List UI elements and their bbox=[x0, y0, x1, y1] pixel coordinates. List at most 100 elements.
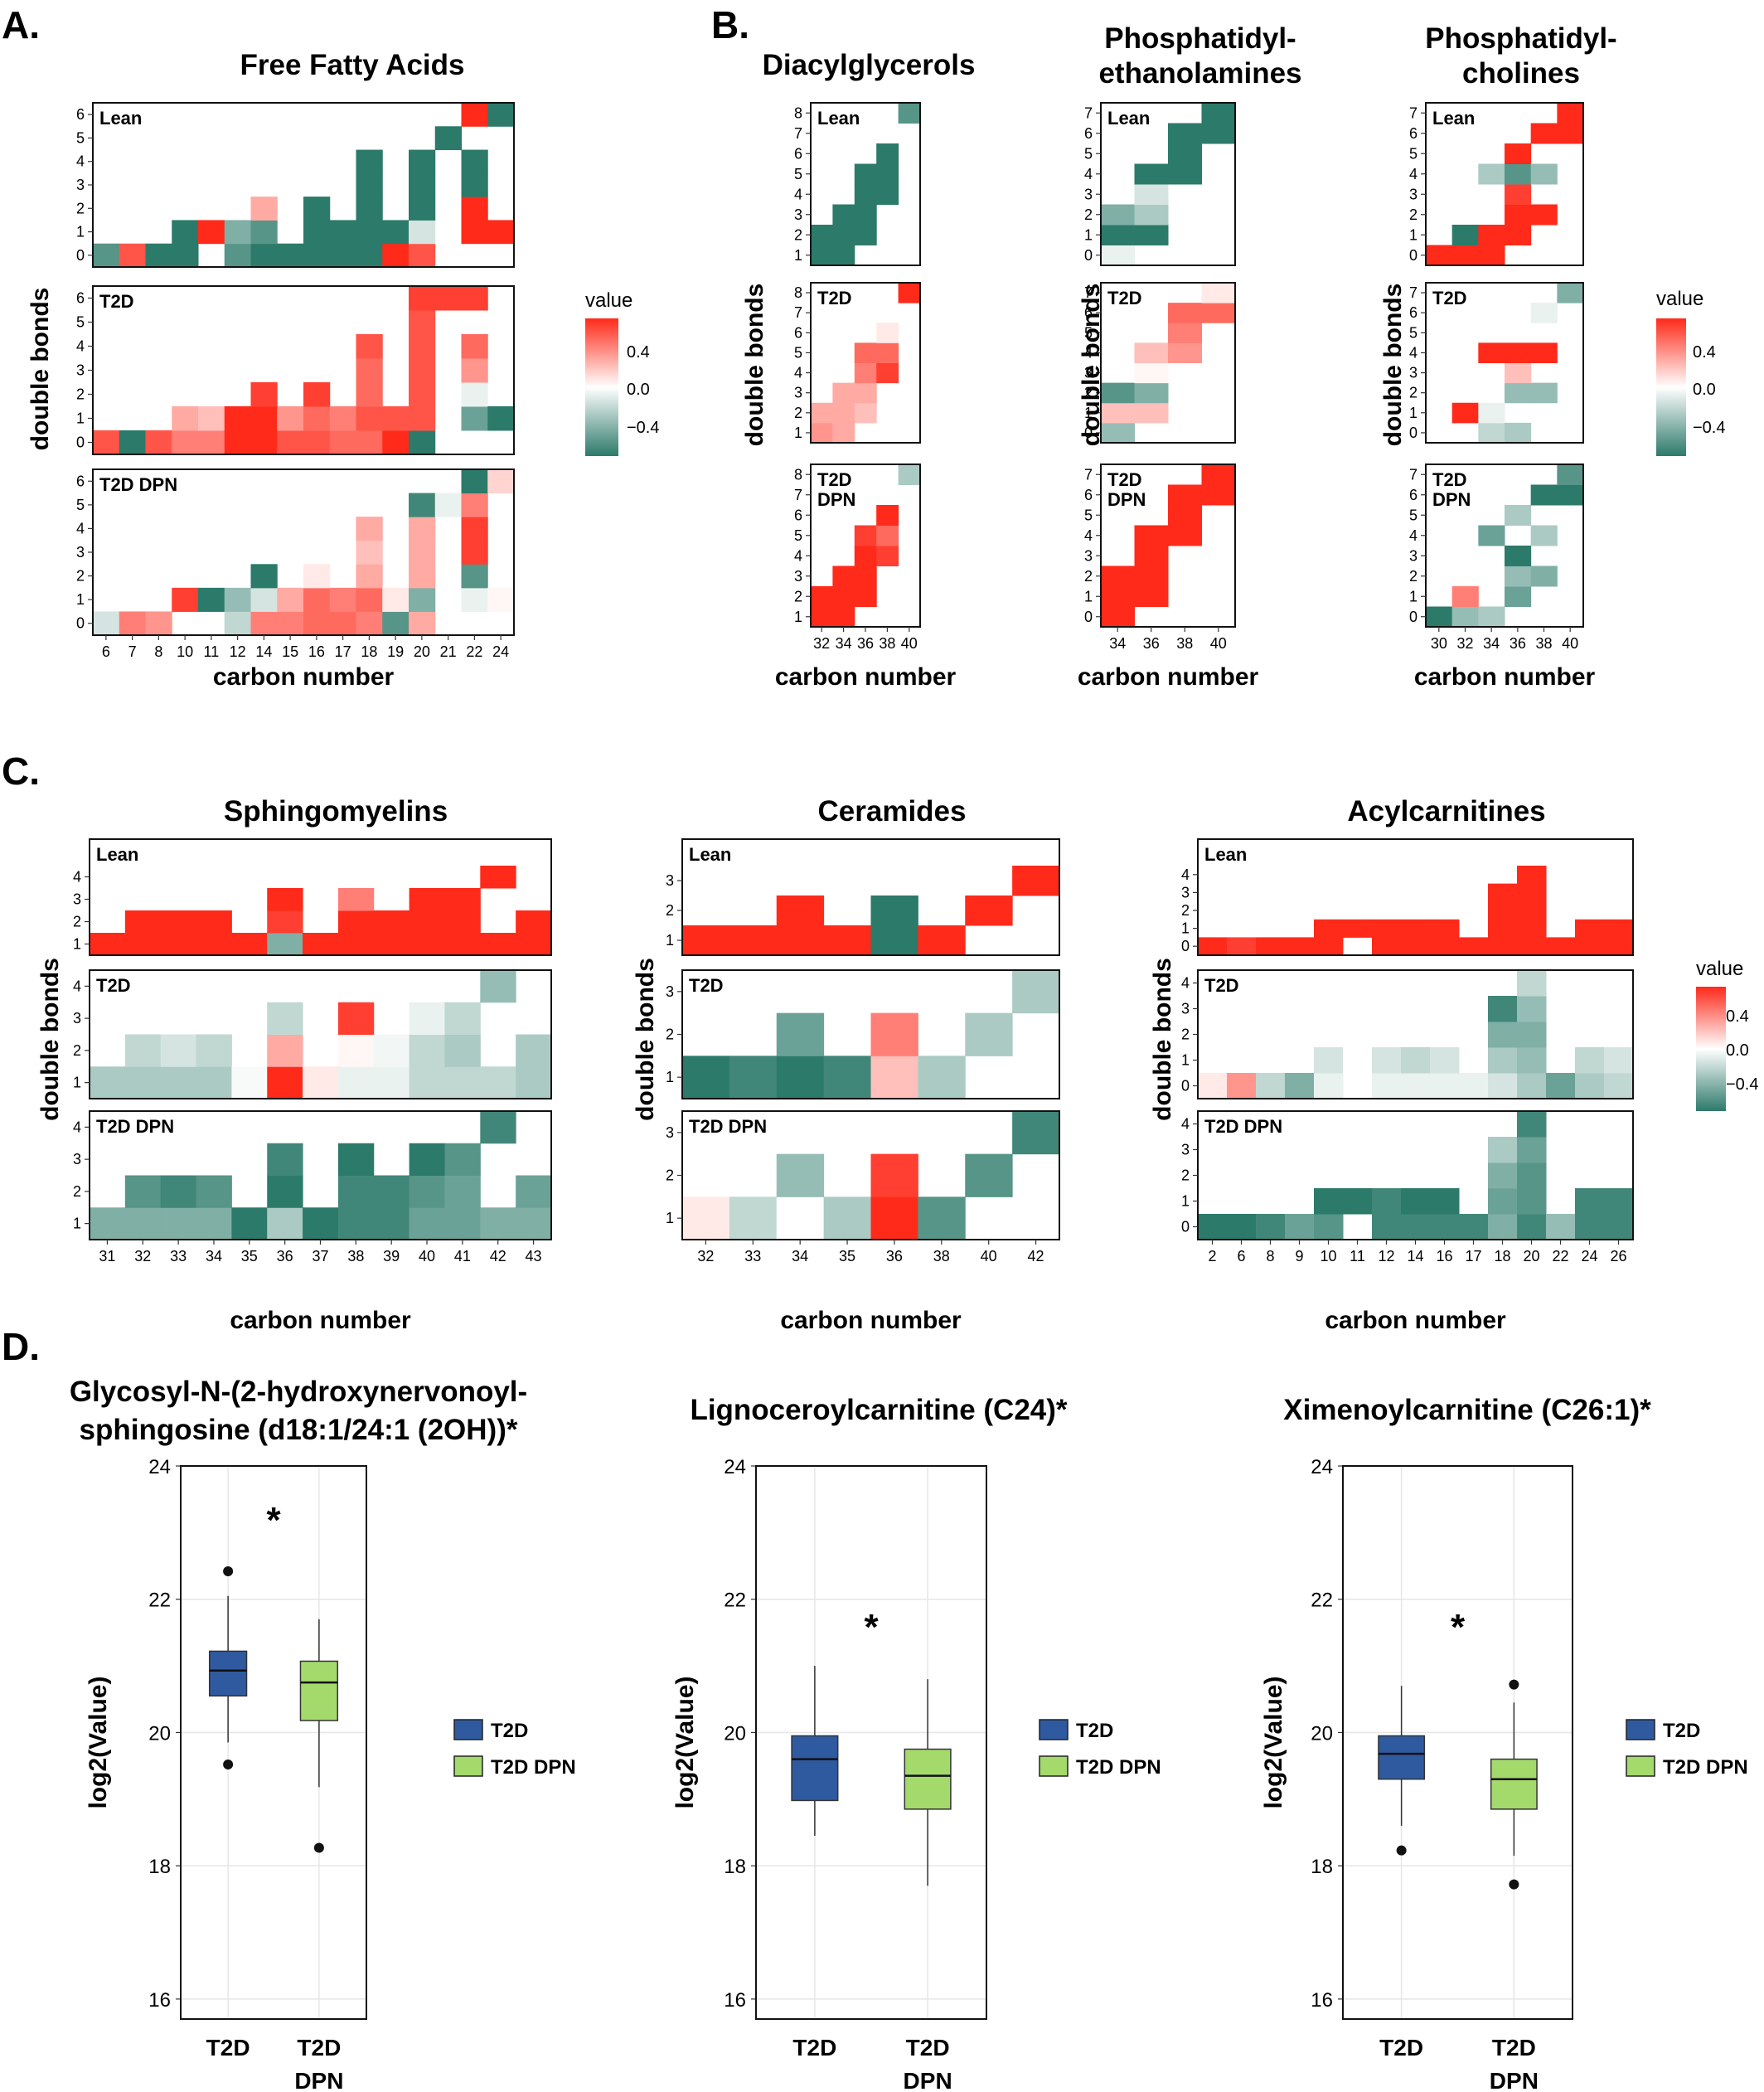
y-tick-label: 2 bbox=[76, 200, 85, 216]
heatmap-cell bbox=[356, 334, 383, 359]
heatmap-cell bbox=[356, 611, 383, 636]
y-tick-label: 4 bbox=[76, 520, 85, 536]
y-tick-label: 4 bbox=[1181, 1116, 1190, 1133]
heatmap-cell bbox=[382, 243, 410, 268]
y-tick-label: 3 bbox=[1084, 186, 1093, 202]
heatmap-cell bbox=[1227, 1214, 1257, 1240]
heatmap-cell bbox=[444, 1034, 481, 1067]
y-tick-label: 20 bbox=[148, 1722, 171, 1745]
x-tick-label: 33 bbox=[744, 1248, 761, 1264]
heatmap-cell bbox=[356, 382, 383, 407]
heatmap-cell bbox=[1168, 342, 1202, 363]
y-tick-label: 22 bbox=[148, 1590, 171, 1612]
heatmap-cell bbox=[1488, 937, 1518, 956]
heatmap-cell bbox=[1505, 342, 1532, 363]
heatmap-cell bbox=[854, 546, 877, 566]
heatmap-cell bbox=[870, 1012, 918, 1056]
y-tick-label: 3 bbox=[76, 544, 85, 561]
legend-label-t2d-dpn: T2D DPN bbox=[491, 1756, 576, 1779]
heatmap-cell bbox=[329, 243, 356, 268]
x-tick-label: 18 bbox=[361, 643, 377, 660]
heatmap-cell bbox=[461, 149, 488, 174]
y-tick-label: 5 bbox=[794, 344, 802, 361]
heatmap-cell bbox=[1101, 402, 1135, 424]
heatmap-cell bbox=[1478, 245, 1505, 266]
x-tick-label: 39 bbox=[383, 1248, 400, 1264]
strip-label: T2D DPN bbox=[1432, 469, 1471, 510]
heatmap-cell bbox=[1343, 1047, 1373, 1074]
heatmap-cell bbox=[90, 933, 126, 956]
heatmap-cell bbox=[461, 540, 488, 565]
strip-label: Lean bbox=[1432, 108, 1475, 129]
heatmap-cell bbox=[776, 1196, 825, 1240]
heatmap-cell bbox=[1285, 1073, 1315, 1099]
panel-border bbox=[89, 838, 552, 956]
heatmap-cell bbox=[461, 103, 488, 127]
heatmap-cell bbox=[1530, 382, 1558, 404]
y-tick-label: 6 bbox=[1409, 125, 1418, 142]
heatmap-cell bbox=[1285, 1214, 1315, 1240]
chart-title: Diacylglycerols bbox=[763, 49, 976, 81]
y-tick-label: 6 bbox=[76, 106, 85, 123]
heatmap-cell bbox=[918, 1056, 966, 1099]
heatmap-cell bbox=[267, 1175, 303, 1208]
x-tick-label: 40 bbox=[419, 1248, 435, 1264]
y-tick-label: 2 bbox=[1181, 1027, 1190, 1043]
heatmap-cell bbox=[160, 933, 197, 956]
heatmap-cell bbox=[1488, 996, 1518, 1022]
x-tick-label: 8 bbox=[1266, 1248, 1274, 1264]
heatmap-cell bbox=[1604, 1188, 1634, 1215]
heatmap-cell bbox=[1488, 1214, 1518, 1240]
heatmap-cell bbox=[409, 334, 436, 359]
heatmap-cell bbox=[277, 243, 304, 268]
x-tick-label: 2 bbox=[1208, 1248, 1216, 1264]
chart-title: Ximenoylcarnitine (C26:1)* bbox=[1283, 1394, 1651, 1426]
heatmap-cell bbox=[382, 611, 410, 636]
y-tick-label: 3 bbox=[1409, 186, 1418, 202]
heatmap-cell bbox=[832, 402, 855, 424]
plot-border bbox=[755, 1465, 987, 2020]
heatmap-cell bbox=[444, 1143, 481, 1176]
y-tick-label: 3 bbox=[1181, 1142, 1190, 1158]
heatmap-cell bbox=[303, 1066, 339, 1099]
heatmap-cell bbox=[1201, 464, 1236, 485]
box-group-2: T2D DPN bbox=[1490, 1679, 1539, 2092]
panel-border bbox=[1425, 464, 1584, 628]
heatmap-cell bbox=[198, 406, 225, 431]
heatmap-panel-3: T2D DPN 1 2 3 32 33 34 35 36 38 40 42 bbox=[666, 1110, 1060, 1264]
heatmap-legend-c: value 0.4 0.0 −0.4 bbox=[1696, 958, 1758, 1111]
heatmap-cell bbox=[409, 310, 436, 335]
heatmap-cell bbox=[267, 1034, 303, 1067]
heatmap-cell bbox=[1134, 565, 1169, 587]
x-tick-label: T2D bbox=[1379, 2035, 1423, 2060]
heatmap-cell bbox=[444, 888, 481, 911]
heatmap-cell bbox=[1478, 163, 1505, 185]
heatmap-cell bbox=[1575, 1188, 1605, 1215]
x-tick-label: 35 bbox=[241, 1248, 258, 1264]
heatmap-cell bbox=[1451, 245, 1479, 266]
heatmap-cell bbox=[1372, 1214, 1402, 1240]
heatmap-cell bbox=[337, 888, 375, 911]
x-tick-label: 11 bbox=[1350, 1248, 1365, 1264]
heatmap-cell bbox=[1314, 937, 1344, 956]
legend-title: value bbox=[585, 289, 632, 312]
heatmap-cell bbox=[90, 1066, 126, 1099]
x-tick-label: 16 bbox=[1436, 1248, 1452, 1264]
significance-marker: * bbox=[864, 1607, 879, 1648]
heatmap-cell bbox=[409, 1066, 445, 1099]
panel-letter-d: D. bbox=[2, 1325, 40, 1368]
strip-label: T2D DPN bbox=[1107, 469, 1146, 510]
y-tick-label: 0 bbox=[1084, 609, 1093, 625]
heatmap-cell bbox=[1168, 484, 1202, 506]
heatmap-cell bbox=[196, 1175, 232, 1208]
heatmap-cell bbox=[409, 1143, 445, 1176]
y-tick-label: 5 bbox=[1409, 145, 1418, 162]
heatmap-cell bbox=[461, 469, 488, 494]
x-tick-label: 17 bbox=[335, 643, 351, 660]
panel-border bbox=[1425, 282, 1584, 444]
heatmap-cell bbox=[461, 358, 488, 383]
heatmap-cell bbox=[373, 910, 410, 934]
y-tick-label: 2 bbox=[666, 1027, 674, 1043]
y-tick-label: 7 bbox=[1084, 284, 1093, 301]
heatmap-cell bbox=[1546, 1214, 1576, 1240]
